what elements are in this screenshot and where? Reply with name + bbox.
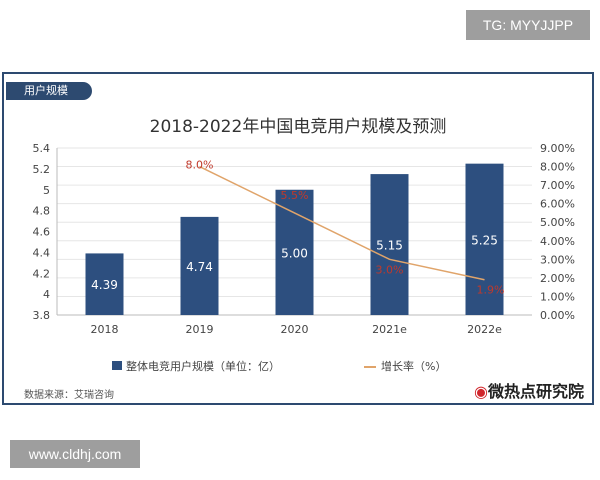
bar	[275, 189, 314, 315]
logo: ◉微热点研究院	[474, 378, 584, 402]
left-tick-label: 5	[43, 184, 50, 197]
right-tick-label: 7.00%	[540, 179, 575, 192]
left-tick-label: 5.4	[33, 142, 51, 155]
right-tick-label: 8.00%	[540, 161, 575, 174]
left-tick-label: 4.8	[33, 205, 51, 218]
right-tick-label: 9.00%	[540, 142, 575, 155]
right-tick-label: 2.00%	[540, 272, 575, 285]
bar-value-label: 4.74	[186, 260, 213, 274]
legend-line-swatch	[364, 366, 376, 368]
left-tick-label: 4.2	[33, 267, 51, 280]
legend-bar: 整体电竞用户规模（单位：亿）	[112, 358, 280, 374]
right-tick-label: 3.00%	[540, 253, 575, 266]
section-tag: 用户规模	[6, 82, 92, 100]
right-tick-label: 4.00%	[540, 235, 575, 248]
x-tick-label: 2020	[281, 323, 309, 336]
watermark-bottom: www.cldhj.com	[10, 440, 140, 468]
bar-value-label: 5.25	[471, 233, 498, 247]
left-tick-label: 4	[43, 288, 50, 301]
x-tick-label: 2022e	[467, 323, 502, 336]
bar-value-label: 5.15	[376, 239, 403, 253]
watermark-top: TG: MYYJJPP	[466, 10, 590, 40]
x-tick-label: 2019	[186, 323, 214, 336]
left-tick-label: 3.8	[33, 309, 51, 322]
right-tick-label: 0.00%	[540, 309, 575, 322]
right-tick-label: 6.00%	[540, 198, 575, 211]
chart-panel: 用户规模 2018-2022年中国电竞用户规模及预测 0.00% 1.00% 2.0…	[2, 72, 594, 405]
x-tick-label: 2018	[91, 323, 119, 336]
growth-line	[199, 165, 485, 281]
chart-svg: 0.00% 1.00% 2.00% 3.00% 4.00% 5.00% 6.00% 7.00%…	[33, 142, 575, 336]
legend-bar-swatch	[112, 361, 122, 370]
bar	[370, 174, 409, 315]
line-value-label: 5.5%	[281, 189, 309, 202]
weibo-eye-icon: ◉	[474, 382, 488, 401]
line-value-label: 3.0%	[376, 263, 404, 276]
bar	[180, 216, 219, 315]
logo-text: 微热点研究院	[487, 382, 584, 401]
bar-value-label: 5.00	[281, 246, 308, 260]
legend-line-label: 增长率（%）	[381, 360, 447, 373]
line-value-label: 1.9%	[477, 284, 505, 297]
line-value-label: 8.0%	[186, 159, 214, 172]
right-tick-label: 1.00%	[540, 290, 575, 303]
right-tick-label: 5.00%	[540, 216, 575, 229]
x-tick-label: 2021e	[372, 323, 407, 336]
bar	[85, 253, 124, 315]
legend-line: 增长率（%）	[364, 358, 446, 374]
legend-bar-label: 整体电竞用户规模（单位：亿）	[126, 360, 280, 373]
left-tick-label: 5.2	[33, 163, 51, 176]
left-tick-label: 4.6	[33, 226, 51, 239]
source-note: 数据来源：艾瑞咨询	[24, 390, 114, 401]
chart-title: 2018-2022年中国电竞用户规模及预测	[149, 117, 447, 137]
left-tick-label: 4.4	[33, 246, 51, 259]
bar-value-label: 4.39	[91, 278, 118, 292]
bar	[465, 163, 504, 315]
